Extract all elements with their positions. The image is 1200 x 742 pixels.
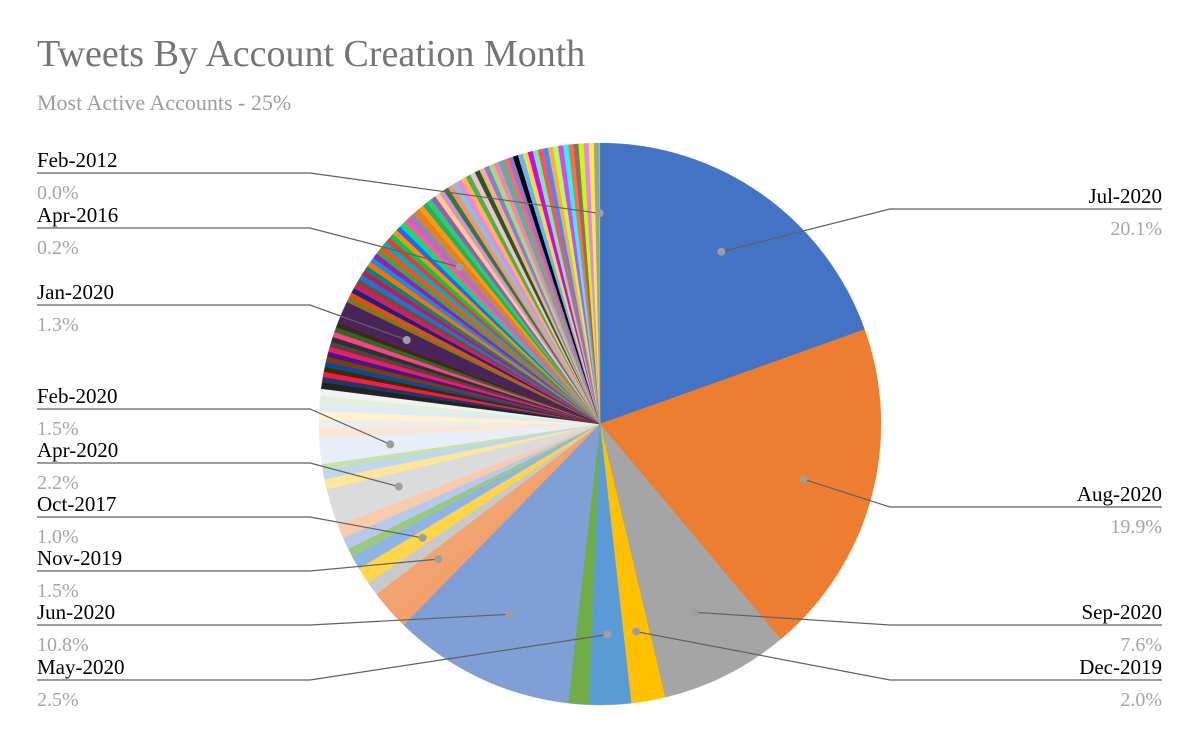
slice-label-apr-2016: Apr-2016 [37, 203, 118, 227]
slice-value-apr-2016: 0.2% [37, 237, 79, 259]
leader-dot-aug-2020 [799, 475, 808, 484]
leader-line-nov-2019 [37, 558, 439, 572]
slice-value-dec-2019: 2.0% [1120, 689, 1162, 711]
slice-label-feb-2020: Feb-2020 [37, 384, 118, 408]
slice-label-oct-2017: Oct-2017 [37, 492, 116, 516]
slice-label-nov-2019: Nov-2019 [37, 546, 122, 570]
slice-value-nov-2019: 1.5% [37, 580, 79, 602]
slice-label-apr-2020: Apr-2020 [37, 438, 118, 462]
leader-dot-may-2020 [603, 630, 612, 639]
slice-value-jun-2020: 10.8% [37, 634, 89, 656]
leader-line-jun-2020 [37, 613, 510, 626]
leader-dot-feb-2020 [386, 440, 395, 449]
leader-dot-apr-2020 [394, 482, 403, 491]
slice-label-sep-2020: Sep-2020 [1082, 600, 1163, 624]
pie-slice-jul-2020 [599, 142, 865, 425]
leader-line-dec-2019 [636, 631, 1162, 681]
slice-value-jan-2020: 1.3% [37, 314, 79, 336]
leader-lines [37, 172, 1162, 681]
leader-dot-oct-2017 [418, 533, 427, 542]
slice-labels: Jul-2020 20.1% Aug-2020 19.9% Sep-2020 7.6%De… [37, 148, 1162, 711]
slice-label-jun-2020: Jun-2020 [37, 600, 115, 624]
slice-value-feb-2020: 1.5% [37, 418, 79, 440]
leader-line-may-2020 [37, 634, 608, 681]
slice-value-oct-2017: 1.0% [37, 526, 79, 548]
leader-line-feb-2012 [37, 172, 600, 214]
slice-value-feb-2012: 0.0% [37, 182, 79, 204]
leader-line-sep-2020 [694, 611, 1162, 626]
leader-line-aug-2020 [803, 478, 1162, 508]
leader-line-feb-2020 [37, 408, 391, 445]
slice-value-aug-2020: 19.9% [1110, 516, 1162, 538]
leader-dot-sep-2020 [690, 608, 699, 617]
slice-label-dec-2019: Dec-2019 [1079, 655, 1162, 679]
slice-value-sep-2020: 7.6% [1120, 634, 1162, 656]
slice-value-jul-2020: 20.1% [1110, 218, 1162, 240]
slice-value-may-2020: 2.5% [37, 689, 79, 711]
pie-slices [318, 142, 882, 706]
slice-label-aug-2020: Aug-2020 [1077, 482, 1162, 506]
chart-subtitle: Most Active Accounts - 25% [37, 90, 292, 115]
leader-line-jul-2020 [721, 208, 1162, 253]
leader-dot-jan-2020 [402, 336, 411, 344]
slice-value-apr-2020: 2.2% [37, 472, 79, 494]
leader-dot-nov-2019 [434, 555, 443, 564]
pie-slice-sep-2020 [599, 423, 781, 698]
leader-dot-jul-2020 [717, 247, 726, 256]
leader-line-jan-2020 [37, 304, 407, 341]
leader-line-oct-2017 [37, 516, 423, 539]
pie-slice-jun-2020 [403, 423, 601, 704]
slice-label-jan-2020: Jan-2020 [37, 280, 114, 304]
leader-line-apr-2016 [37, 227, 460, 268]
pie-slice-aug-2020 [599, 329, 882, 640]
slice-label-may-2020: May-2020 [37, 655, 125, 679]
leader-dot-jun-2020 [505, 610, 514, 619]
leader-dot-feb-2012 [595, 209, 604, 218]
slice-label-jul-2020: Jul-2020 [1089, 184, 1163, 208]
leader-dot-dec-2019 [632, 627, 641, 636]
leader-line-apr-2020 [37, 462, 399, 488]
chart-title: Tweets By Account Creation Month [37, 33, 586, 75]
slice-label-feb-2012: Feb-2012 [37, 148, 118, 172]
leader-dot-apr-2016 [455, 263, 464, 271]
